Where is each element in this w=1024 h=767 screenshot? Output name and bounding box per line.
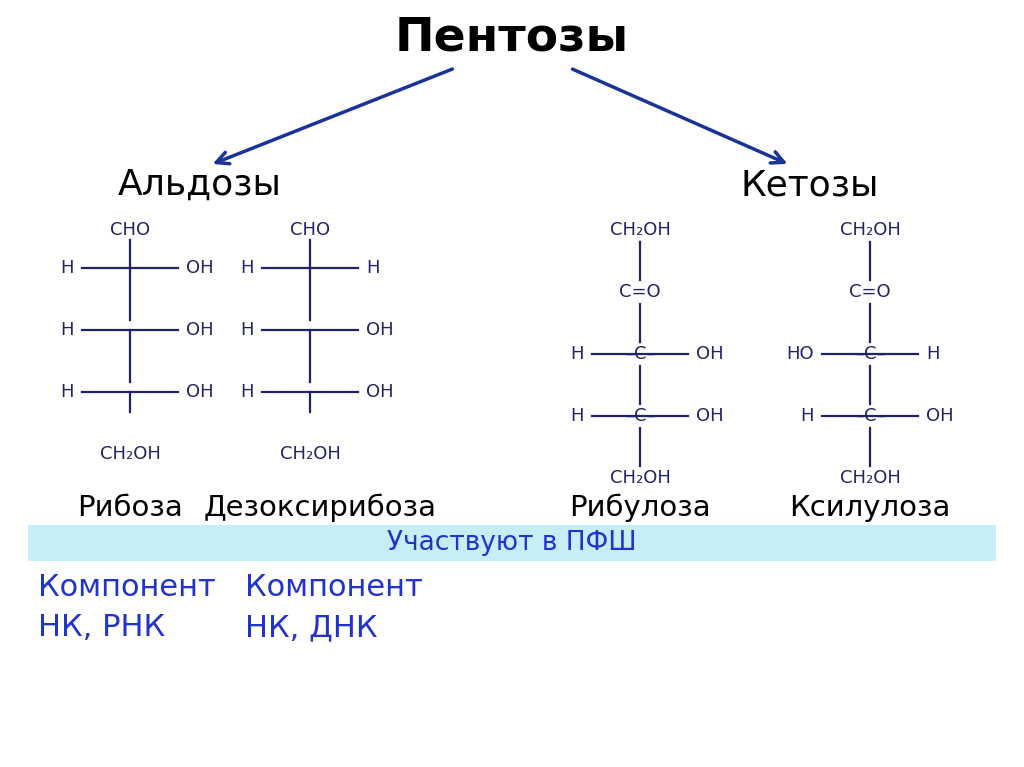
Text: C=O: C=O [849,283,891,301]
Text: HO: HO [786,345,814,363]
Text: OH: OH [696,407,724,425]
Text: OH: OH [926,407,953,425]
Text: Рибоза: Рибоза [77,494,183,522]
Text: CH₂OH: CH₂OH [280,445,340,463]
Text: OH: OH [186,383,214,401]
Text: –C–: –C– [625,345,655,363]
Text: H: H [926,345,939,363]
Text: H: H [241,321,254,339]
Text: H: H [570,407,584,425]
Text: Альдозы: Альдозы [118,168,282,202]
Text: Компонент: Компонент [245,574,423,603]
Text: –C–: –C– [625,407,655,425]
Text: OH: OH [366,321,393,339]
Text: CH₂OH: CH₂OH [840,469,900,487]
Text: Участвуют в ПФШ: Участвуют в ПФШ [387,530,637,556]
Text: OH: OH [186,321,214,339]
Text: CH₂OH: CH₂OH [609,221,671,239]
Text: CH₂OH: CH₂OH [840,221,900,239]
Text: Рибулоза: Рибулоза [569,494,711,522]
Text: НК, РНК: НК, РНК [38,614,165,643]
FancyBboxPatch shape [28,525,996,561]
Text: H: H [366,259,380,277]
Text: C=O: C=O [620,283,660,301]
Text: H: H [60,383,74,401]
Text: –C–: –C– [855,407,886,425]
Text: Кетозы: Кетозы [740,168,880,202]
Text: OH: OH [186,259,214,277]
Text: CH₂OH: CH₂OH [609,469,671,487]
Text: H: H [241,383,254,401]
Text: Дезоксирибоза: Дезоксирибоза [204,494,436,522]
Text: H: H [60,321,74,339]
Text: H: H [801,407,814,425]
Text: Ксилулоза: Ксилулоза [790,494,950,522]
Text: OH: OH [696,345,724,363]
Text: Компонент: Компонент [38,574,216,603]
Text: CHO: CHO [290,221,330,239]
Text: H: H [570,345,584,363]
Text: –C–: –C– [855,345,886,363]
Text: H: H [60,259,74,277]
Text: H: H [241,259,254,277]
Text: НК, ДНК: НК, ДНК [245,614,378,643]
Text: Пентозы: Пентозы [395,15,629,61]
Text: CH₂OH: CH₂OH [99,445,161,463]
Text: CHO: CHO [110,221,151,239]
Text: OH: OH [366,383,393,401]
